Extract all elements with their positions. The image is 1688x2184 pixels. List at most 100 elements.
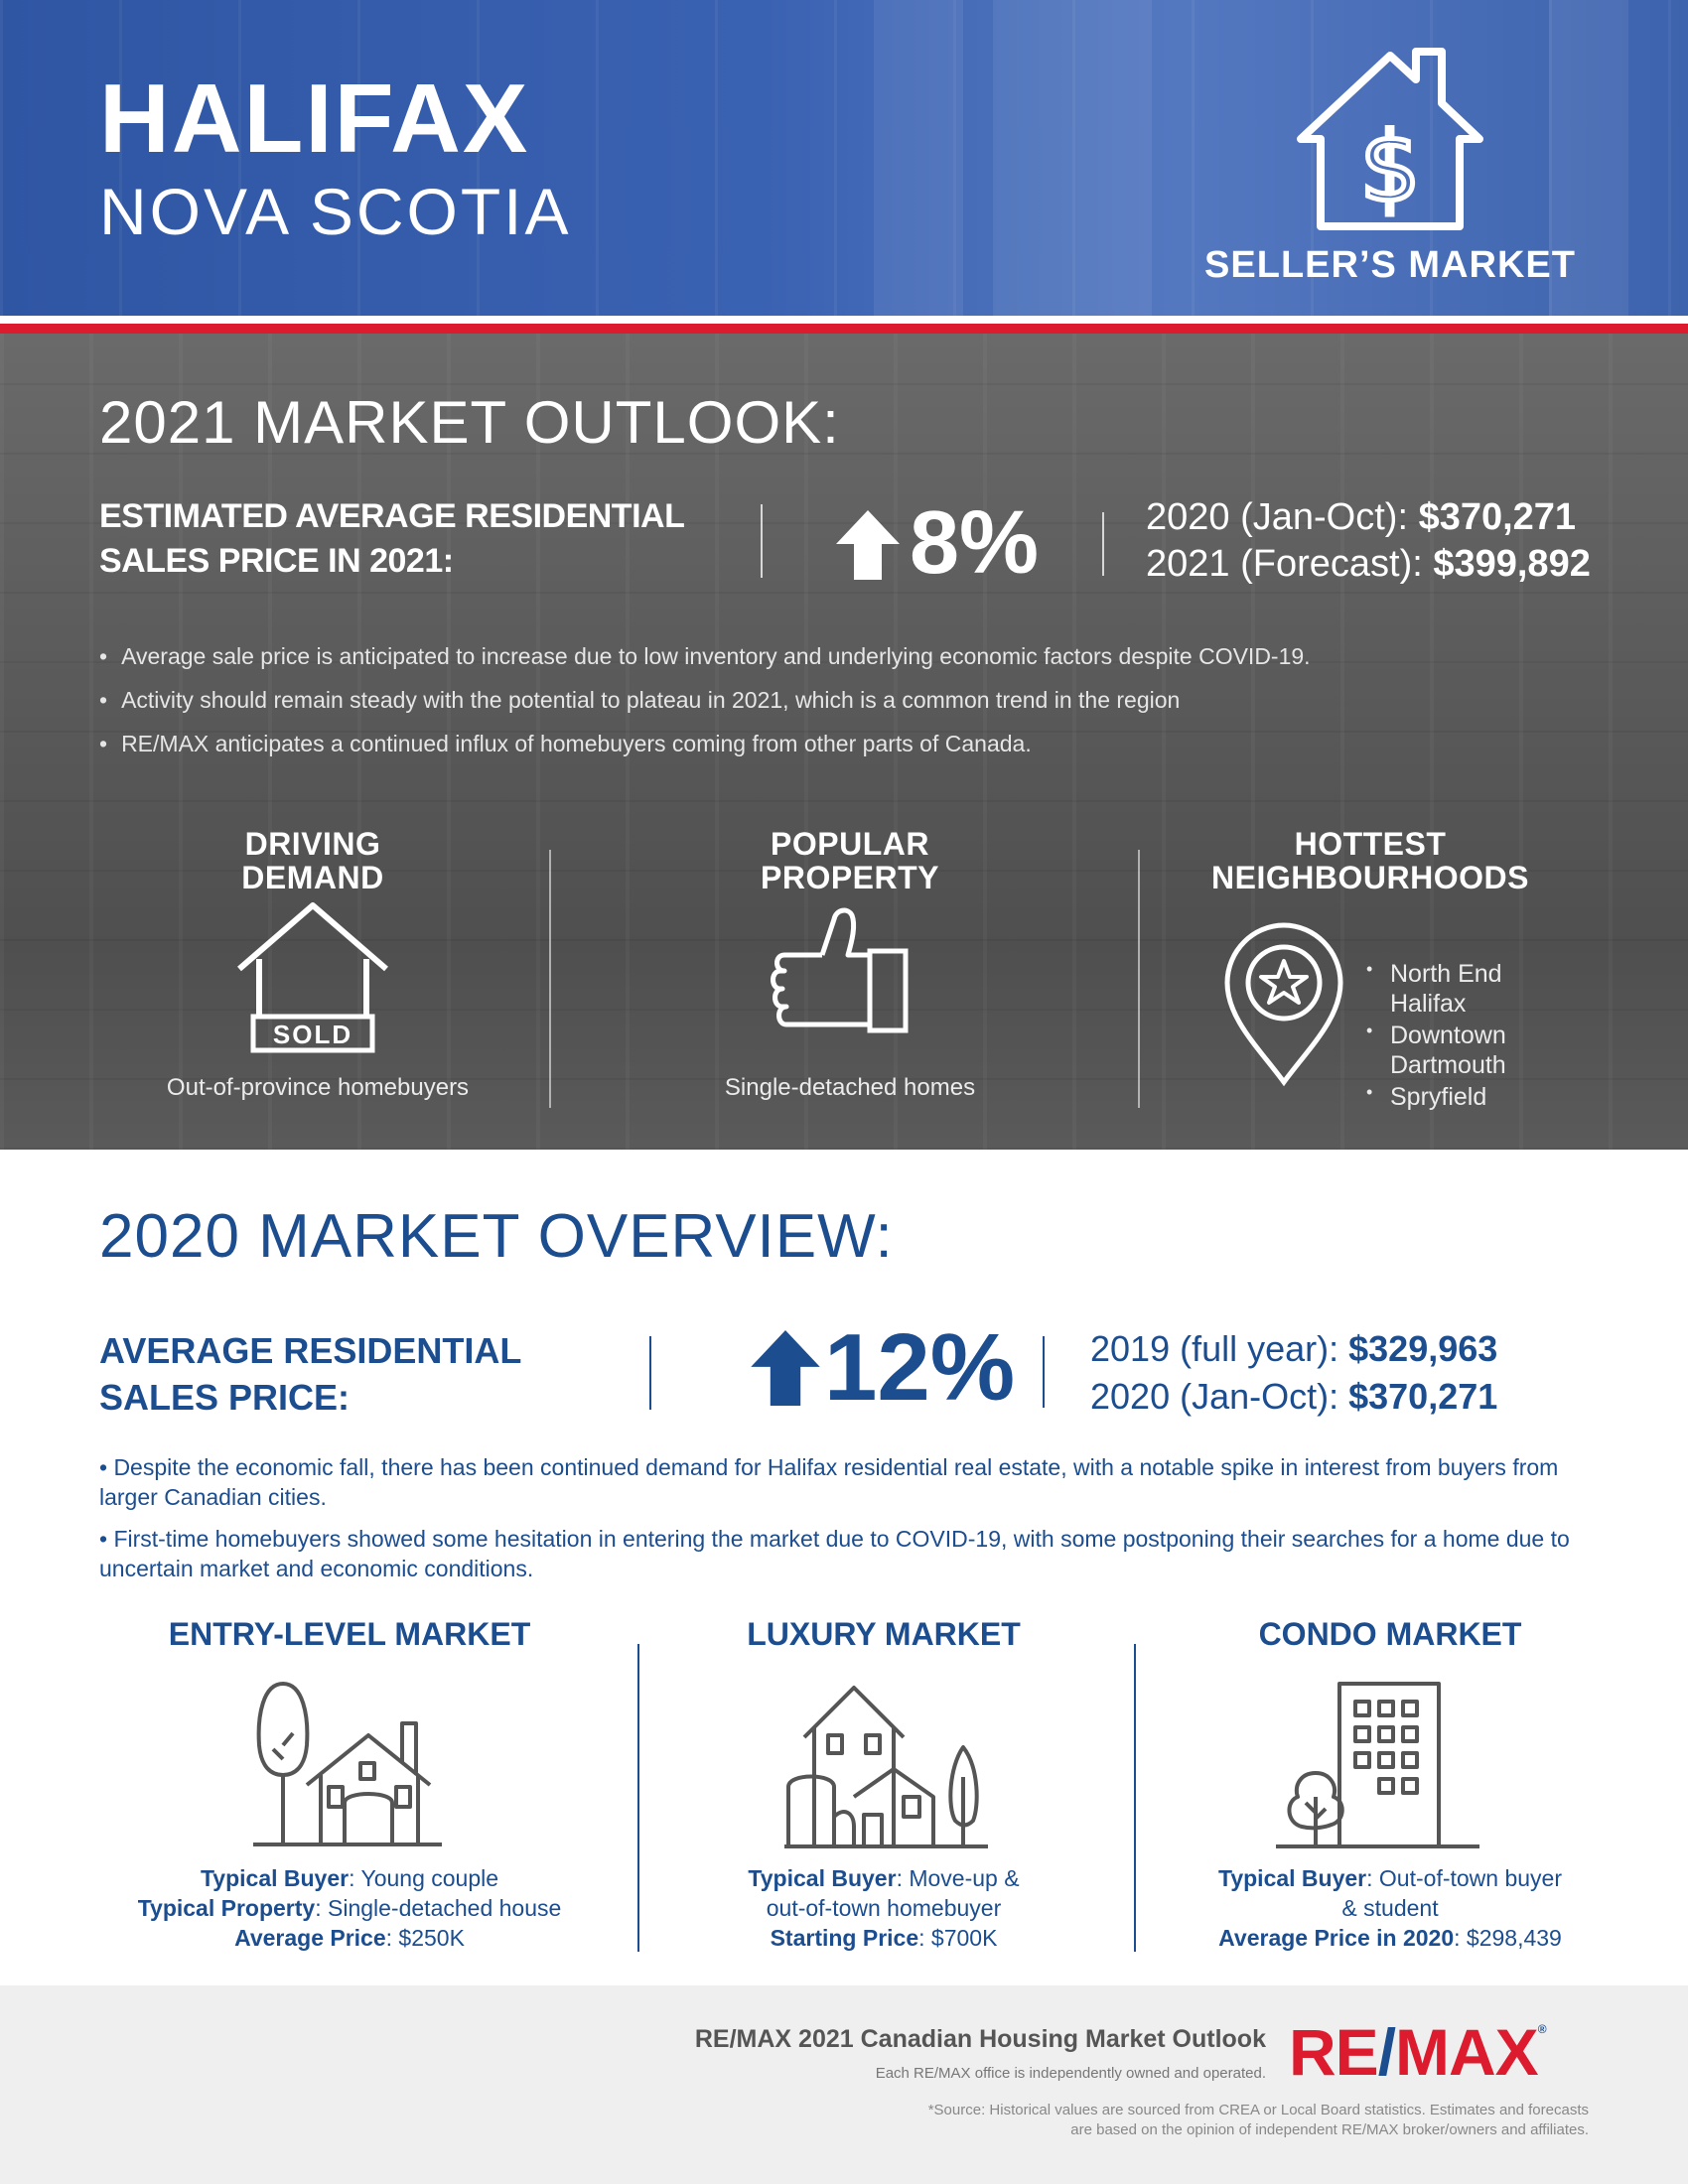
source-line: *Source: Historical values are sourced f…: [927, 2102, 1589, 2118]
thumbs-up-icon: [771, 907, 909, 1033]
outlook-label-line1: ESTIMATED AVERAGE RESIDENTIAL: [99, 497, 685, 535]
condo-building-icon: [1276, 1682, 1479, 1848]
neighbourhood-list: North End Halifax Downtown Dartmouth Spr…: [1366, 959, 1515, 1114]
header-banner: HALIFAX NOVA SCOTIA $ SELLER’S MARKET: [0, 0, 1688, 316]
condo-price: Average Price in 2020: $298,439: [1162, 1924, 1618, 1954]
neighbourhood-item: North End Halifax: [1366, 959, 1515, 1019]
outlook-label-line2: SALES PRICE IN 2021:: [99, 541, 454, 580]
divider: [1138, 850, 1140, 1108]
background-building: [1549, 0, 1628, 316]
header-stripe-white: [0, 316, 1688, 324]
overview-price-2019: 2019 (full year): $329,963: [1090, 1326, 1497, 1371]
sold-house-icon: SOLD: [237, 902, 388, 1053]
condo-heading: CONDO MARKET: [1258, 1616, 1522, 1652]
heading-line: DEMAND: [241, 859, 384, 895]
entry-buyer: Typical Buyer: Young couple: [121, 1864, 578, 1894]
overview-change-percent: 12%: [824, 1314, 1016, 1421]
overview-price-label: AVERAGE RESIDENTIAL SALES PRICE:: [99, 1328, 521, 1422]
up-arrow-icon: [836, 510, 900, 580]
city-title: HALIFAX: [99, 64, 530, 173]
value: : Out-of-town buyer: [1366, 1865, 1562, 1891]
house-tree-icon: [253, 1682, 442, 1846]
footer-title: RE/MAX 2021 Canadian Housing Market Outl…: [694, 2025, 1266, 2053]
heading-line: PROPERTY: [760, 859, 940, 895]
price-2020-label: 2020 (Jan-Oct):: [1146, 496, 1419, 538]
sold-sign-text: SOLD: [273, 1020, 352, 1049]
price-2021-value: $399,892: [1433, 543, 1591, 585]
price-2021-label: 2021 (Forecast):: [1146, 543, 1434, 585]
luxury-buyer-line2: out-of-town homebuyer: [766, 1894, 1002, 1921]
value: : Move-up &: [896, 1865, 1020, 1891]
entry-level-details: Typical Buyer: Young couple Typical Prop…: [121, 1864, 578, 1954]
price-2019-label: 2019 (full year):: [1090, 1328, 1349, 1369]
logo-text: MAX: [1395, 2015, 1539, 2089]
label: Starting Price: [770, 1924, 919, 1951]
outlook-price-2021: 2021 (Forecast): $399,892: [1146, 542, 1591, 588]
price-2020-label: 2020 (Jan-Oct):: [1090, 1376, 1349, 1417]
footer-source: *Source: Historical values are sourced f…: [695, 2101, 1589, 2139]
overview-title: 2020 MARKET OVERVIEW:: [99, 1202, 894, 1271]
label: Typical Buyer: [1218, 1865, 1367, 1891]
luxury-details: Typical Buyer: Move-up & out-of-town hom…: [655, 1864, 1112, 1954]
value: : $700K: [918, 1924, 998, 1951]
condo-details: Typical Buyer: Out-of-town buyer & stude…: [1162, 1864, 1618, 1954]
heading-line: POPULAR: [771, 826, 929, 862]
footer: RE/MAX 2021 Canadian Housing Market Outl…: [0, 1985, 1688, 2184]
province-title: NOVA SCOTIA: [99, 175, 572, 248]
divider: [649, 1336, 651, 1410]
remax-logo: RE/MAX®: [1289, 2019, 1547, 2085]
divider: [1102, 512, 1104, 576]
neighbourhood-item: Spryfield: [1366, 1082, 1515, 1112]
popular-property-caption: Single-detached homes: [724, 1074, 976, 1101]
house-dollar-icon: $: [1297, 48, 1483, 230]
outlook-bullet: Activity should remain steady with the p…: [99, 687, 1589, 714]
label: Typical Buyer: [200, 1865, 350, 1891]
divider: [549, 850, 551, 1108]
luxury-house-icon: [784, 1686, 988, 1848]
overview-label-line2: SALES PRICE:: [99, 1376, 351, 1418]
svg-text:$: $: [1359, 112, 1420, 223]
outlook-title: 2021 MARKET OUTLOOK:: [99, 389, 840, 456]
luxury-buyer: Typical Buyer: Move-up &: [655, 1864, 1112, 1894]
value: : Single-detached house: [315, 1894, 562, 1921]
outlook-bullet: RE/MAX anticipates a continued influx of…: [99, 731, 1589, 757]
value: : $298,439: [1454, 1924, 1562, 1951]
map-pin-star-icon: [1224, 922, 1343, 1087]
condo-buyer: Typical Buyer: Out-of-town buyer: [1162, 1864, 1618, 1894]
overview-bullet: • First-time homebuyers showed some hesi…: [99, 1526, 1570, 1581]
luxury-price: Starting Price: $700K: [655, 1924, 1112, 1954]
driving-demand-heading: DRIVING DEMAND: [164, 826, 462, 895]
market-type-label: SELLER’S MARKET: [1204, 244, 1576, 286]
background-building: [874, 0, 963, 316]
entry-level-heading: ENTRY-LEVEL MARKET: [168, 1616, 531, 1652]
neighbourhood-item: Downtown Dartmouth: [1366, 1021, 1515, 1080]
label: Typical Property: [137, 1894, 316, 1921]
label: Typical Buyer: [748, 1865, 897, 1891]
divider: [1043, 1336, 1045, 1408]
heading-line: DRIVING: [244, 826, 381, 862]
entry-price: Average Price: $250K: [121, 1924, 578, 1954]
heading-line: NEIGHBOURHOODS: [1211, 859, 1529, 895]
outlook-price-2020: 2020 (Jan-Oct): $370,271: [1146, 495, 1576, 541]
logo-trademark: ®: [1537, 2022, 1547, 2036]
price-2020-value: $370,271: [1418, 496, 1577, 538]
outlook-bullets: Average sale price is anticipated to inc…: [99, 643, 1589, 774]
entry-property: Typical Property: Single-detached house: [121, 1894, 578, 1924]
label: Average Price: [234, 1924, 386, 1951]
footer-subtitle: Each RE/MAX office is independently owne…: [875, 2065, 1266, 2082]
value: : Young couple: [349, 1865, 499, 1891]
condo-buyer-line2: & student: [1341, 1894, 1439, 1921]
outlook-section: 2021 MARKET OUTLOOK: ESTIMATED AVERAGE R…: [0, 334, 1688, 1150]
price-2020-value: $370,271: [1348, 1376, 1498, 1417]
heading-line: HOTTEST: [1294, 826, 1447, 862]
hottest-neighbourhoods-heading: HOTTEST NEIGHBOURHOODS: [1172, 826, 1569, 895]
value: : $250K: [385, 1924, 465, 1951]
label: Average Price in 2020: [1218, 1924, 1455, 1951]
outlook-price-label: ESTIMATED AVERAGE RESIDENTIAL SALES PRIC…: [99, 494, 755, 584]
overview-bullet: • Despite the economic fall, there has b…: [99, 1454, 1559, 1510]
luxury-heading: LUXURY MARKET: [747, 1616, 1021, 1652]
outlook-bullet: Average sale price is anticipated to inc…: [99, 643, 1589, 670]
up-arrow-icon: [751, 1330, 820, 1406]
divider: [761, 504, 763, 578]
price-2019-value: $329,963: [1348, 1328, 1498, 1369]
